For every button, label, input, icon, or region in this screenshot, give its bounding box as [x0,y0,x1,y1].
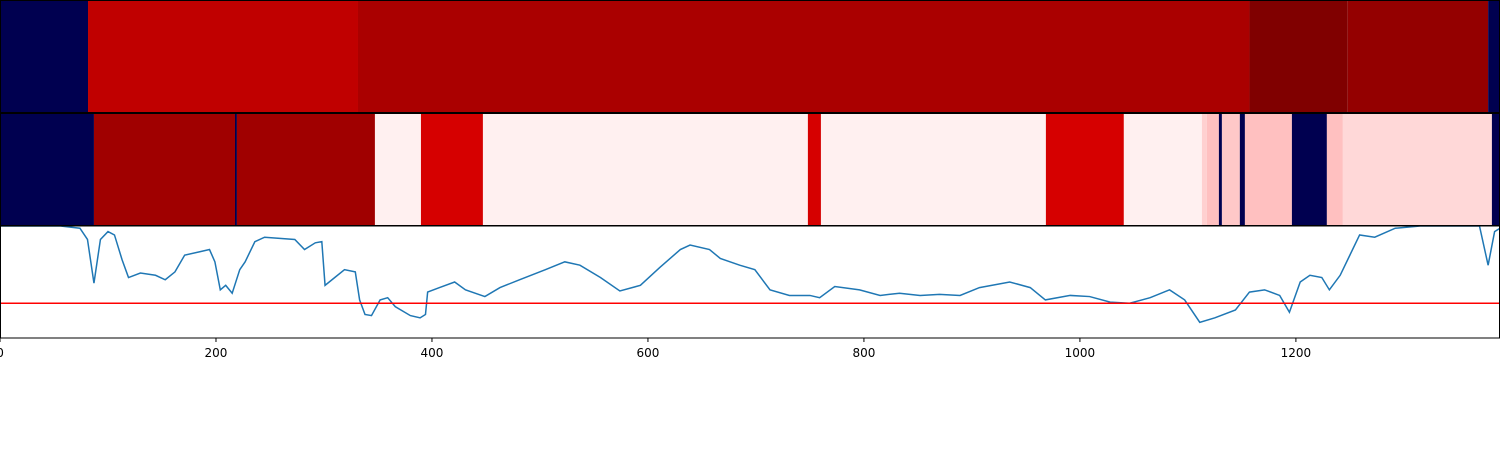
x-tick-label: 0 [0,346,4,360]
x-tick-label: 1200 [1281,346,1312,360]
strip-segment [1326,113,1343,225]
strip-segment [93,113,235,225]
x-tick-label: 200 [205,346,228,360]
strip-segment [1249,0,1348,112]
x-tick-label: 1000 [1065,346,1096,360]
strip-segment [1201,113,1207,225]
strip-segment [1221,113,1240,225]
strip-segment [1206,113,1219,225]
strip-segment [234,113,237,225]
strip-segment [1347,0,1489,112]
strip-segment [820,113,1046,225]
strip-segment [1239,113,1245,225]
x-tick-label: 800 [852,346,875,360]
strip-segment [1488,0,1500,112]
x-tick-label: 600 [636,346,659,360]
strip-segment [807,113,821,225]
strip-segment [420,113,483,225]
strip-segment [1291,113,1327,225]
strip-segment [374,113,421,225]
strip-segment [1218,113,1222,225]
strip-segment [1045,113,1124,225]
x-tick-label: 400 [421,346,444,360]
strip-segment [482,113,808,225]
strip-segment [236,113,375,225]
strip-segment [0,113,94,225]
plot-frame [0,225,1500,339]
strip-segment [1244,113,1292,225]
data-line [0,226,1500,324]
strip-segment [0,0,89,112]
strip-segment [88,0,358,112]
strip-segment [1491,113,1500,225]
strip-segment [1342,113,1492,225]
strip-segment [357,0,1250,112]
strip-segment [1123,113,1202,225]
